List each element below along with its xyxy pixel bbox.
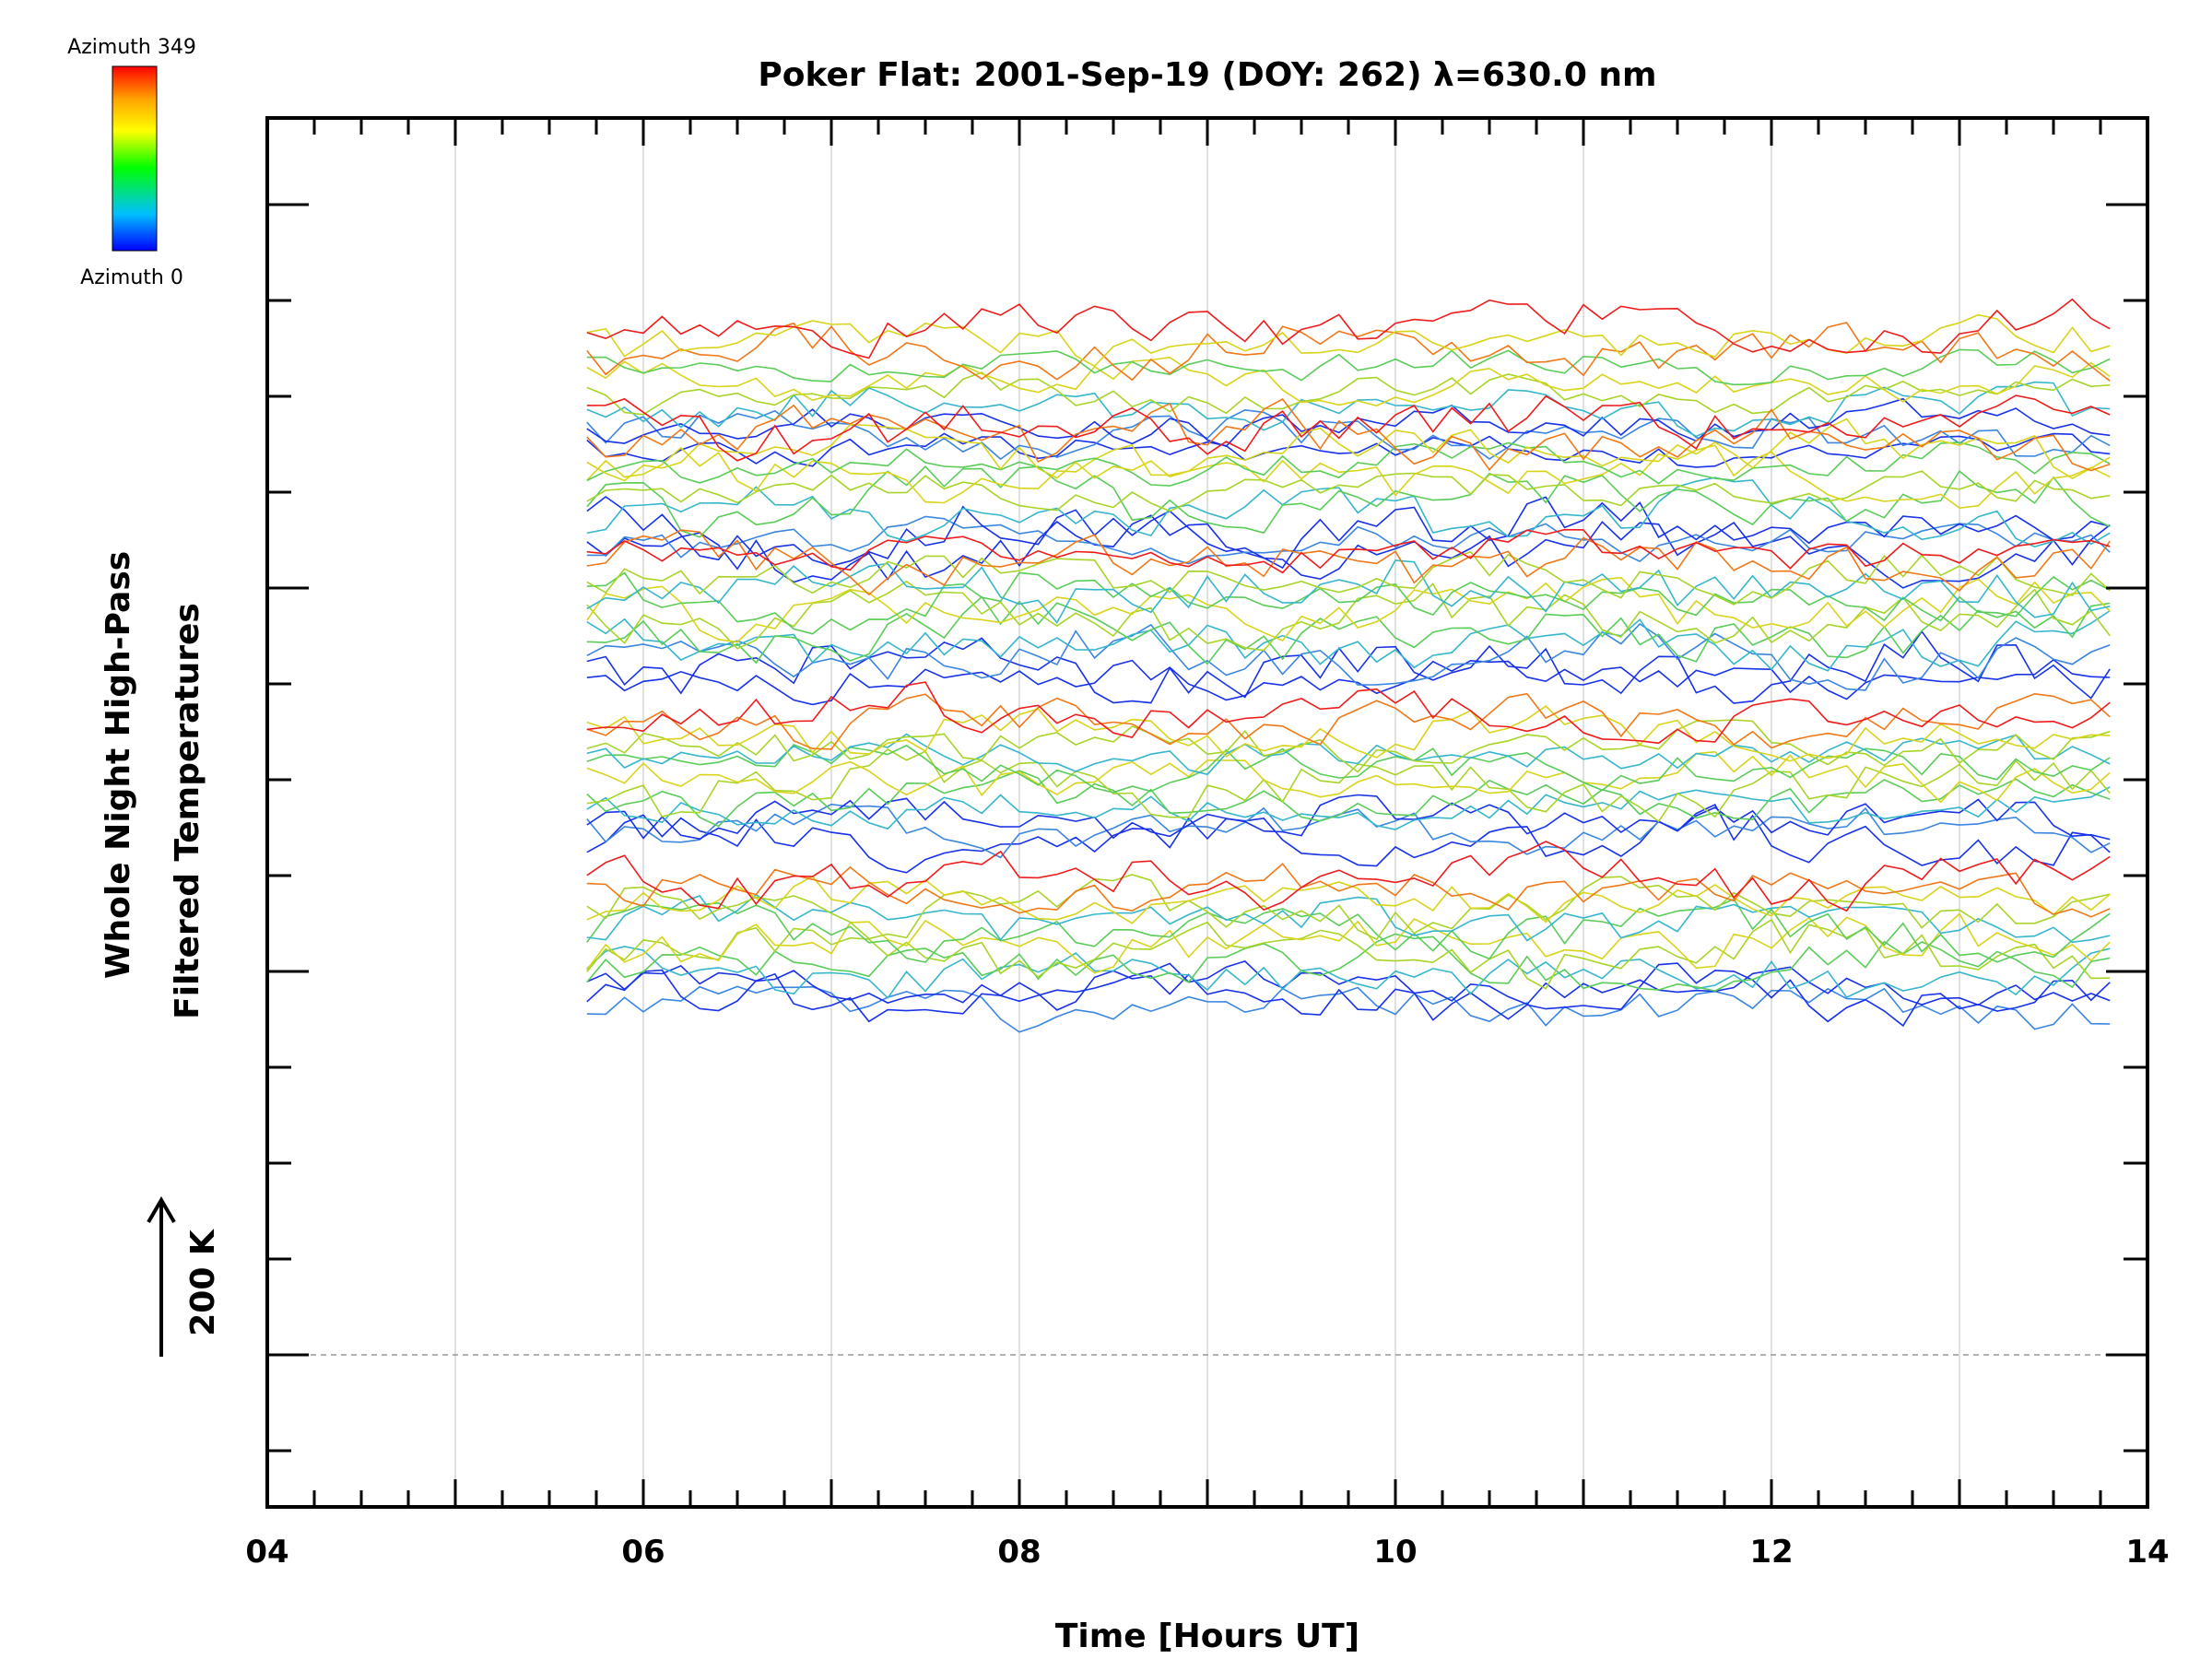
series-line-56 — [586, 875, 2111, 924]
series-line-50 — [586, 933, 2111, 992]
series-line-28 — [586, 571, 2111, 635]
series-line-35 — [586, 794, 2111, 841]
series-line-21 — [586, 658, 2111, 706]
series-line-23 — [586, 622, 2111, 691]
series-line-51 — [586, 918, 2111, 990]
series-line-5 — [586, 356, 2111, 406]
colorbar: Azimuth 349 Azimuth 0 — [67, 36, 196, 289]
series-line-8 — [586, 313, 2111, 368]
series-line-54 — [586, 893, 2111, 944]
series-line-9 — [586, 298, 2111, 359]
series-line-47 — [586, 962, 2111, 1028]
colorbar-gradient — [112, 65, 158, 252]
series-line-7 — [586, 322, 2111, 382]
series-line-12 — [586, 496, 2111, 570]
series-line-0 — [586, 432, 2111, 468]
x-tick-label-3: 10 — [1373, 1534, 1417, 1571]
x-axis-label: Time [Hours UT] — [1055, 1618, 1359, 1655]
series-line-1 — [586, 408, 2111, 461]
series-line-26 — [586, 580, 2111, 652]
series-line-39 — [586, 750, 2111, 804]
series-line-44 — [586, 692, 2111, 750]
series-line-55 — [586, 874, 2111, 941]
series-line-40 — [586, 744, 2111, 794]
series-line-24 — [586, 610, 2111, 672]
series-line-32 — [586, 528, 2111, 574]
x-tick-label-5: 14 — [2125, 1534, 2169, 1571]
scale-indicator: 200 K — [147, 1196, 222, 1357]
series-line-43 — [586, 705, 2111, 762]
series-line-36 — [586, 786, 2111, 830]
series-lines — [586, 298, 2111, 1033]
series-line-33 — [586, 803, 2111, 874]
chart-title: Poker Flat: 2001-Sep-19 (DOY: 262) λ=630… — [758, 56, 1656, 94]
colorbar-top-label: Azimuth 349 — [67, 36, 196, 59]
scale-arrow-head — [147, 1196, 176, 1224]
x-tick-label-1: 06 — [621, 1534, 665, 1571]
series-line-27 — [586, 576, 2111, 643]
x-tick-labels: 04 06 08 10 12 14 — [245, 1534, 2169, 1571]
series-line-53 — [586, 898, 2111, 963]
scale-label: 200 K — [184, 1229, 222, 1336]
series-line-19 — [586, 397, 2111, 472]
colorbar-bottom-label: Azimuth 0 — [80, 266, 183, 289]
x-tick-label-0: 04 — [245, 1534, 288, 1571]
series-line-6 — [586, 348, 2111, 386]
series-line-2 — [586, 397, 2111, 448]
series-line-4 — [586, 371, 2111, 416]
series-line-30 — [586, 550, 2111, 606]
series-line-37 — [586, 770, 2111, 828]
x-tick-label-2: 08 — [997, 1534, 1041, 1571]
series-line-34 — [586, 803, 2111, 859]
series-line-10 — [586, 514, 2111, 589]
y-axis-label-line2: Filtered Temperatures — [169, 603, 206, 1019]
series-line-49 — [586, 946, 2111, 999]
x-tick-label-4: 12 — [1749, 1534, 1793, 1571]
series-line-38 — [586, 748, 2111, 823]
series-line-25 — [586, 595, 2111, 665]
series-line-31 — [586, 529, 2111, 596]
axis-ticks — [265, 118, 2149, 1507]
series-line-57 — [586, 863, 2111, 918]
series-line-45 — [586, 681, 2111, 745]
series-line-18 — [586, 418, 2111, 482]
series-line-20 — [586, 394, 2111, 462]
series-line-41 — [586, 733, 2111, 776]
series-line-42 — [586, 719, 2111, 773]
series-line-15 — [586, 470, 2111, 512]
series-line-52 — [586, 912, 2111, 974]
series-line-58 — [586, 841, 2111, 912]
series-line-22 — [586, 629, 2111, 704]
y-axis-label-line1: Whole Night High-Pass — [100, 551, 137, 979]
series-line-17 — [586, 441, 2111, 487]
series-line-14 — [586, 465, 2111, 538]
series-line-11 — [586, 515, 2111, 565]
